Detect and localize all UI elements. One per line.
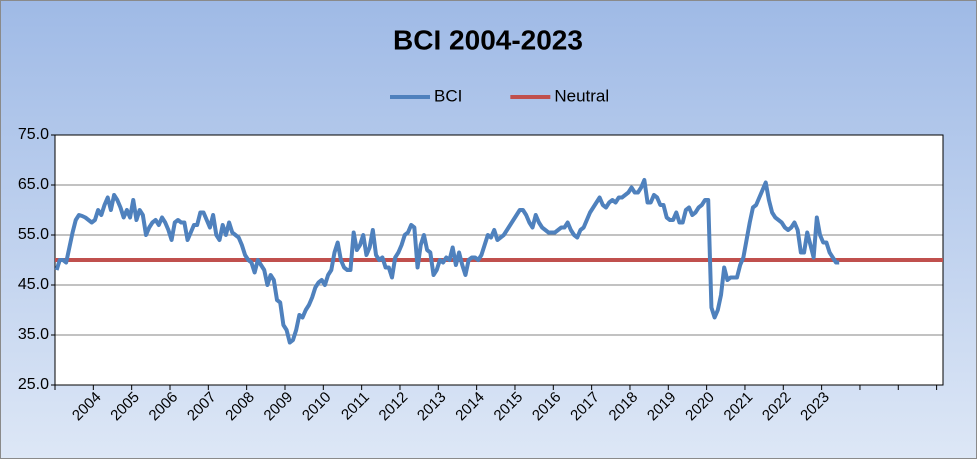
y-tick-label: 25.0 [18,376,49,393]
y-tick-label: 55.0 [18,226,49,243]
chart-title: BCI 2004-2023 [393,24,583,55]
legend-label: BCI [434,86,462,105]
data-line [54,178,840,345]
y-tick-label: 65.0 [18,176,49,193]
y-tick-label: 35.0 [18,326,49,343]
legend-label: Neutral [554,86,609,105]
y-tick-label: 45.0 [18,276,49,293]
y-tick-label: 75.0 [18,126,49,143]
